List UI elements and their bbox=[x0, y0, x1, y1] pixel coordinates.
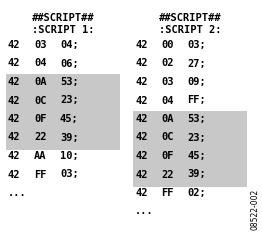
Text: ...: ... bbox=[8, 188, 27, 198]
Text: 23;: 23; bbox=[187, 133, 206, 143]
Text: 09;: 09; bbox=[187, 77, 206, 87]
Text: 42: 42 bbox=[135, 95, 148, 105]
Bar bbox=[133, 111, 247, 187]
Text: 42: 42 bbox=[135, 169, 148, 179]
Text: 42: 42 bbox=[8, 59, 20, 69]
Text: 0C: 0C bbox=[161, 133, 173, 143]
Text: 42: 42 bbox=[8, 95, 20, 105]
Text: 45;: 45; bbox=[187, 151, 206, 161]
Text: 53;: 53; bbox=[187, 114, 206, 124]
Text: 04;: 04; bbox=[60, 40, 79, 50]
Text: 0A: 0A bbox=[34, 77, 46, 87]
Text: 0C: 0C bbox=[34, 95, 46, 105]
Text: 42: 42 bbox=[135, 40, 148, 50]
Text: 53;: 53; bbox=[60, 77, 79, 87]
Text: 02: 02 bbox=[161, 59, 173, 69]
Bar bbox=[6, 74, 120, 150]
Text: 42: 42 bbox=[135, 133, 148, 143]
Text: :SCRIPT 2:: :SCRIPT 2: bbox=[159, 25, 221, 35]
Text: 04: 04 bbox=[161, 95, 173, 105]
Text: 42: 42 bbox=[135, 77, 148, 87]
Text: 42: 42 bbox=[8, 151, 20, 161]
Text: 22: 22 bbox=[34, 133, 46, 143]
Text: 45;: 45; bbox=[60, 114, 79, 124]
Text: ...: ... bbox=[135, 207, 154, 217]
Text: 0A: 0A bbox=[161, 114, 173, 124]
Text: 0F: 0F bbox=[161, 151, 173, 161]
Text: AA: AA bbox=[34, 151, 46, 161]
Text: 03: 03 bbox=[161, 77, 173, 87]
Text: 23;: 23; bbox=[60, 95, 79, 105]
Text: ##SCRIPT##: ##SCRIPT## bbox=[159, 13, 221, 23]
Text: 03;: 03; bbox=[60, 169, 79, 179]
Text: 03: 03 bbox=[34, 40, 46, 50]
Text: 08522-002: 08522-002 bbox=[250, 189, 259, 230]
Text: 42: 42 bbox=[8, 77, 20, 87]
Text: 0F: 0F bbox=[34, 114, 46, 124]
Text: 42: 42 bbox=[8, 169, 20, 179]
Text: 42: 42 bbox=[135, 59, 148, 69]
Text: 42: 42 bbox=[135, 188, 148, 198]
Text: :SCRIPT 1:: :SCRIPT 1: bbox=[32, 25, 94, 35]
Text: 02;: 02; bbox=[187, 188, 206, 198]
Text: 27;: 27; bbox=[187, 59, 206, 69]
Text: 39;: 39; bbox=[60, 133, 79, 143]
Text: FF: FF bbox=[34, 169, 46, 179]
Text: 04: 04 bbox=[34, 59, 46, 69]
Text: 42: 42 bbox=[8, 133, 20, 143]
Text: ##SCRIPT##: ##SCRIPT## bbox=[32, 13, 94, 23]
Text: 39;: 39; bbox=[187, 169, 206, 179]
Text: FF;: FF; bbox=[187, 95, 206, 105]
Text: 42: 42 bbox=[8, 114, 20, 124]
Text: 42: 42 bbox=[135, 114, 148, 124]
Text: 22: 22 bbox=[161, 169, 173, 179]
Text: 10;: 10; bbox=[60, 151, 79, 161]
Text: 00: 00 bbox=[161, 40, 173, 50]
Text: 42: 42 bbox=[135, 151, 148, 161]
Text: 03;: 03; bbox=[187, 40, 206, 50]
Text: 06;: 06; bbox=[60, 59, 79, 69]
Text: 42: 42 bbox=[8, 40, 20, 50]
Text: FF: FF bbox=[161, 188, 173, 198]
